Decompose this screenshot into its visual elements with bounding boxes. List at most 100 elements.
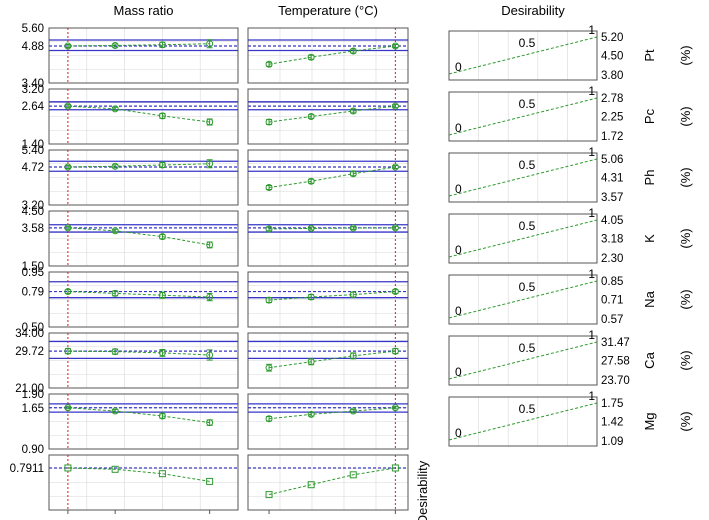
panel-frame: [48, 454, 239, 511]
data-point: [64, 404, 72, 412]
panel-frame: [247, 393, 409, 450]
desirability-tick-label: 1: [588, 23, 595, 37]
data-point: [307, 224, 315, 232]
panel-frame: [247, 271, 409, 328]
profile-panel: [48, 454, 239, 511]
data-point: [111, 162, 119, 170]
desirability-tick-label: 0.5: [519, 280, 536, 294]
y-tick-label: 4.72: [22, 162, 44, 174]
response-value-label: 5.06: [601, 154, 623, 166]
response-value-label: 27.58: [601, 356, 630, 368]
data-point: [307, 481, 315, 489]
panel-frame: [48, 88, 239, 145]
data-point: [206, 477, 214, 485]
data-point: [349, 291, 357, 299]
profile-panel: [48, 271, 239, 328]
data-point: [158, 470, 166, 478]
desirability-line: [448, 36, 598, 75]
data-point: [391, 163, 399, 171]
response-value-label: 0.57: [601, 314, 623, 326]
desirability-tick-label: 1: [588, 389, 595, 403]
data-point: [307, 53, 315, 61]
response-value-label: 2.78: [601, 93, 623, 105]
profile-line: [67, 407, 210, 424]
response-value-label: 23.70: [601, 375, 630, 387]
profile-line: [269, 291, 396, 301]
desirability-line: [448, 97, 598, 136]
profile-panel: [48, 27, 239, 84]
desirability-tick-label: 1: [588, 328, 595, 342]
panel-frame: [48, 332, 239, 389]
data-point: [391, 464, 399, 472]
desirability-tick-label: 0: [455, 121, 462, 135]
data-point: [349, 107, 357, 115]
data-point: [391, 102, 399, 110]
data-point: [265, 364, 273, 372]
desirability-tick-label: 0: [455, 60, 462, 74]
desirability-tick-label: 1: [588, 84, 595, 98]
desirability-line: [448, 219, 598, 258]
y-tick-label: 3.20: [22, 84, 44, 96]
data-point: [111, 105, 119, 113]
data-point: [64, 163, 72, 171]
panel-frame: [247, 149, 409, 206]
y-tick-label: 0.50: [22, 322, 44, 334]
profile-line: [268, 166, 396, 188]
desirability-tick-label: 0.5: [519, 158, 536, 172]
desirability-line: [448, 402, 598, 441]
desirability-tick-label: 0: [455, 365, 462, 379]
panel-frame: [247, 454, 409, 511]
data-point: [158, 112, 166, 120]
panel-frame: [448, 274, 598, 325]
data-point: [206, 118, 214, 126]
desirability-panel: [448, 396, 598, 447]
response-value-label: 1.42: [601, 417, 623, 429]
desirability-line: [448, 158, 598, 197]
response-value-label: 4.50: [601, 51, 623, 63]
profile-panel: [48, 210, 239, 267]
data-point: [111, 465, 119, 473]
data-point: [111, 227, 119, 235]
profile-panel: [247, 27, 409, 84]
data-point: [391, 347, 399, 355]
response-name-label: Na: [642, 290, 657, 307]
y-tick-label: 4.88: [22, 41, 44, 53]
data-point: [206, 241, 214, 249]
data-point: [349, 47, 357, 55]
response-value-label: 3.18: [601, 234, 623, 246]
y-tick-label: 3.20: [22, 200, 44, 212]
desirability-tick-label: 1: [588, 145, 595, 159]
column-title: Temperature (°C): [278, 3, 378, 18]
data-point: [64, 464, 72, 472]
panel-frame: [48, 393, 239, 450]
panel-frame: [448, 396, 598, 447]
y-tick-label: 1.40: [22, 139, 44, 151]
data-point: [206, 293, 214, 301]
y-tick-label: 34.00: [15, 328, 44, 340]
y-tick-label: 29.72: [15, 346, 44, 358]
profile-panel: [48, 332, 239, 389]
data-point: [265, 184, 273, 191]
y-tick-label: 5.40: [22, 145, 44, 157]
data-point: [158, 349, 166, 357]
data-point: [265, 415, 273, 423]
data-point: [307, 358, 315, 366]
data-point: [158, 291, 166, 299]
data-point: [206, 351, 214, 359]
data-point: [307, 410, 315, 418]
response-value-label: 0.85: [601, 276, 623, 288]
data-point: [307, 113, 315, 120]
response-value-label: 2.25: [601, 112, 623, 124]
profile-panel: [48, 393, 239, 450]
data-point: [64, 42, 72, 50]
y-tick-label: 0.79: [22, 287, 44, 299]
profile-line: [268, 45, 396, 65]
data-point: [206, 40, 214, 48]
data-point: [111, 289, 119, 297]
response-name-label: Pc: [642, 108, 657, 124]
desirability-tick-label: 0.5: [519, 36, 536, 50]
data-point: [265, 296, 273, 304]
response-name-label: Mg: [642, 412, 657, 430]
desirability-line: [448, 280, 598, 319]
profile-panel: [247, 210, 409, 267]
